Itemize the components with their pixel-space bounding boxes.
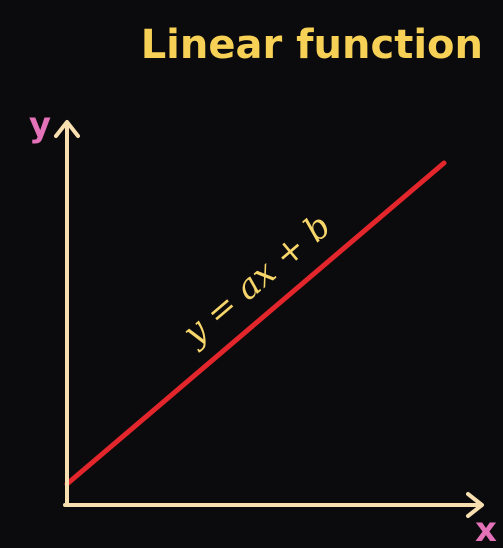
up-arrow-icon	[54, 120, 80, 138]
linear-function-line	[64, 160, 447, 487]
x-axis-label: x	[475, 510, 497, 548]
equation-label: y = ax + b	[174, 206, 339, 355]
right-arrow-icon	[466, 492, 484, 518]
y-axis-label: y	[29, 105, 51, 145]
page-title: Linear function	[141, 22, 483, 68]
